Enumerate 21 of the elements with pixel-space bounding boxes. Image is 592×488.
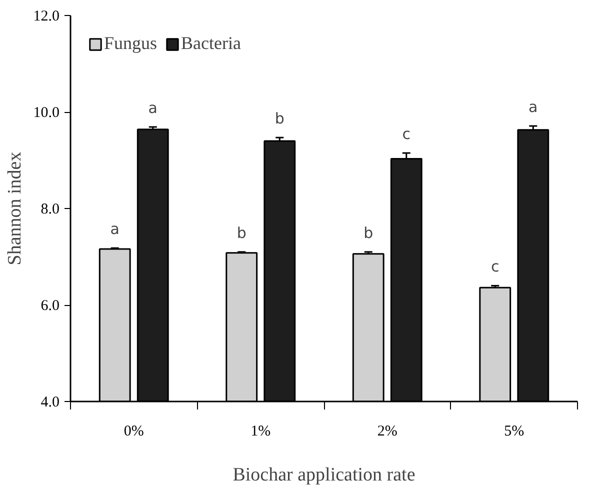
annotation: c: [402, 125, 411, 144]
annotation: b: [364, 224, 374, 242]
annotation: a: [528, 98, 538, 116]
x-axis-title: Biochar application rate: [232, 464, 416, 486]
legend-label: Bacteria: [181, 33, 241, 54]
x-tick-label: 5%: [504, 424, 524, 440]
x-tick-label: 1%: [250, 424, 271, 440]
annotation: b: [274, 110, 284, 128]
y-tick-label: 6.0: [40, 298, 60, 314]
legend-label: Fungus: [104, 33, 158, 54]
y-axis-title: Shannon index: [4, 151, 26, 266]
x-tick-label: 0%: [124, 424, 144, 440]
x-tick-label: 2%: [377, 424, 398, 440]
y-tick-label: 4.0: [40, 394, 60, 410]
annotation: a: [110, 220, 120, 238]
y-tick-label: 10.0: [33, 105, 60, 121]
annotation: b: [236, 224, 246, 242]
annotation: a: [148, 98, 158, 117]
y-tick-label: 8.0: [40, 202, 60, 218]
y-tick-label: 12.0: [33, 8, 60, 24]
annotation: c: [490, 258, 500, 276]
